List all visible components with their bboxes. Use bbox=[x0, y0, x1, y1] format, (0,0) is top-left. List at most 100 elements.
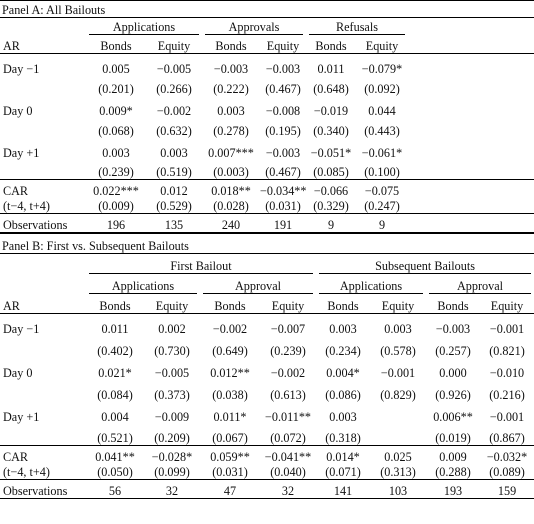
table-cell: 0.000 bbox=[439, 365, 467, 380]
table-cell: 0.004* bbox=[326, 365, 360, 380]
panel-b-table: Panel B: First vs. Subsequent Bailouts F… bbox=[0, 233, 534, 499]
table-cell: (0.100) bbox=[364, 165, 400, 179]
table-row: Day −1 0.005 −0.005 −0.003 −0.003 0.011 −0.079… bbox=[0, 54, 534, 76]
table-row: (0.084) (0.373) (0.038) (0.613) (0.086) (0.82… bbox=[0, 380, 534, 402]
col-header: Bonds bbox=[327, 299, 359, 313]
row-label: Day −1 bbox=[3, 321, 40, 336]
table-row: (0.068) (0.632) (0.278) (0.195) (0.340) (0.44… bbox=[0, 118, 534, 138]
table-cell: −0.041** bbox=[264, 449, 312, 464]
table-cell: −0.028* bbox=[151, 449, 193, 464]
table-cell bbox=[370, 424, 426, 446]
table-cell: −0.005 bbox=[154, 365, 190, 380]
group-applications: Applications bbox=[319, 279, 423, 294]
table-cell: (0.278) bbox=[213, 123, 249, 138]
group-applications: Applications bbox=[89, 20, 199, 35]
table-cell bbox=[370, 402, 426, 424]
table-cell: (0.050) bbox=[97, 465, 133, 479]
table-cell: 240 bbox=[221, 218, 241, 232]
table-cell: (0.216) bbox=[489, 387, 525, 402]
table-cell: (0.071) bbox=[325, 465, 361, 479]
table-cell: 135 bbox=[164, 218, 184, 232]
table-cell: 0.006** bbox=[433, 409, 473, 424]
panel-b-title: Panel B: First vs. Subsequent Bailouts bbox=[2, 239, 189, 253]
table-row: (0.402) (0.730) (0.649) (0.239) (0.234) (0.57… bbox=[0, 336, 534, 358]
table-cell: 0.025 bbox=[384, 449, 412, 464]
table-cell: 0.059** bbox=[210, 449, 250, 464]
row-label: Day −1 bbox=[3, 61, 40, 76]
table-cell: 0.021* bbox=[98, 365, 132, 380]
table-cell: 0.018** bbox=[211, 183, 251, 198]
table-cell: −0.003 bbox=[213, 61, 249, 76]
table-row: (0.239) (0.519) (0.003) (0.467) (0.085) (0.10… bbox=[0, 160, 534, 180]
table-cell: (0.067) bbox=[212, 431, 248, 445]
ar-label: AR bbox=[3, 299, 20, 313]
table-cell: −0.010 bbox=[489, 365, 525, 380]
table-cell: (0.443) bbox=[364, 123, 400, 138]
row-label: CAR bbox=[3, 183, 29, 198]
table-cell: 9 bbox=[378, 218, 386, 232]
table-cell: (0.009) bbox=[98, 199, 134, 213]
table-cell: 159 bbox=[497, 484, 517, 498]
table-cell: (0.318) bbox=[325, 431, 361, 445]
col-header: Equity bbox=[381, 299, 415, 313]
table-cell: (0.201) bbox=[98, 81, 134, 96]
table-cell: (0.222) bbox=[213, 81, 249, 96]
table-cell: 0.005 bbox=[102, 61, 130, 76]
table-cell: 0.044 bbox=[368, 103, 396, 118]
row-label bbox=[0, 76, 86, 96]
table-row: Day 0 0.021* −0.005 0.012** −0.002 0.004* −0.0… bbox=[0, 358, 534, 380]
table-cell: −0.002 bbox=[212, 321, 248, 336]
table-cell: −0.032* bbox=[486, 449, 528, 464]
car-row: (t−4, t+4) (0.050) (0.099) (0.031) (0.040) (0… bbox=[0, 464, 534, 480]
col-header: Bonds bbox=[214, 299, 246, 313]
table-cell: 191 bbox=[273, 218, 293, 232]
table-cell: 0.009 bbox=[439, 449, 467, 464]
col-header: Equity bbox=[365, 39, 399, 53]
table-cell: −0.075 bbox=[364, 183, 400, 198]
observations-row: Observations 196 135 240 191 9 9 bbox=[0, 214, 534, 233]
table-cell: (0.730) bbox=[154, 343, 190, 358]
table-cell: (0.649) bbox=[212, 343, 248, 358]
row-label: Observations bbox=[3, 218, 68, 232]
table-cell: (0.340) bbox=[313, 123, 349, 138]
table-cell: (0.821) bbox=[489, 343, 525, 358]
table-cell: −0.066 bbox=[313, 183, 349, 198]
row-label bbox=[0, 336, 86, 358]
table-cell: (0.521) bbox=[97, 431, 133, 445]
row-label: Day +1 bbox=[3, 145, 40, 160]
table-cell: 0.003 bbox=[384, 321, 412, 336]
table-cell: (0.031) bbox=[265, 199, 301, 213]
table-cell: −0.001 bbox=[489, 321, 525, 336]
table-cell: (0.239) bbox=[270, 343, 306, 358]
table-cell: 193 bbox=[443, 484, 463, 498]
table-cell: (0.072) bbox=[270, 431, 306, 445]
table-cell: (0.195) bbox=[265, 123, 301, 138]
table-cell: −0.011** bbox=[264, 409, 312, 424]
table-cell: 0.003 bbox=[329, 321, 357, 336]
table-cell: 56 bbox=[108, 484, 122, 498]
table-cell: 0.012** bbox=[210, 365, 250, 380]
table-cell: (0.085) bbox=[313, 165, 349, 179]
car-row: CAR 0.022*** 0.012 0.018** −0.034** −0.066 −0.… bbox=[0, 179, 534, 198]
group-applications: Applications bbox=[89, 279, 197, 294]
table-cell: −0.003 bbox=[435, 321, 471, 336]
table-cell: (0.313) bbox=[380, 465, 416, 479]
table-cell: 103 bbox=[388, 484, 408, 498]
table-cell: (0.031) bbox=[212, 465, 248, 479]
table-cell: (0.089) bbox=[489, 465, 525, 479]
table-cell: 0.003 bbox=[329, 409, 357, 424]
table-cell: (0.019) bbox=[435, 431, 471, 445]
row-label: (t−4, t+4) bbox=[3, 199, 50, 213]
panel-a-title: Panel A: All Bailouts bbox=[2, 3, 106, 17]
table-cell: (0.257) bbox=[435, 343, 471, 358]
table-row: Day +1 0.003 0.003 0.007*** −0.003 −0.051* −0.… bbox=[0, 138, 534, 160]
table-cell: −0.034** bbox=[260, 183, 307, 198]
table-cell: (0.867) bbox=[489, 431, 525, 445]
col-header: Equity bbox=[490, 299, 524, 313]
table-row: (0.201) (0.266) (0.222) (0.467) (0.648) (0.09… bbox=[0, 76, 534, 96]
group-first-bailout: First Bailout bbox=[89, 259, 313, 274]
table-cell: (0.092) bbox=[364, 81, 400, 96]
table-cell: 0.003 bbox=[102, 145, 130, 160]
car-row: (t−4, t+4) (0.009) (0.529) (0.028) (0.031) (0… bbox=[0, 198, 534, 214]
table-cell: −0.008 bbox=[265, 103, 301, 118]
